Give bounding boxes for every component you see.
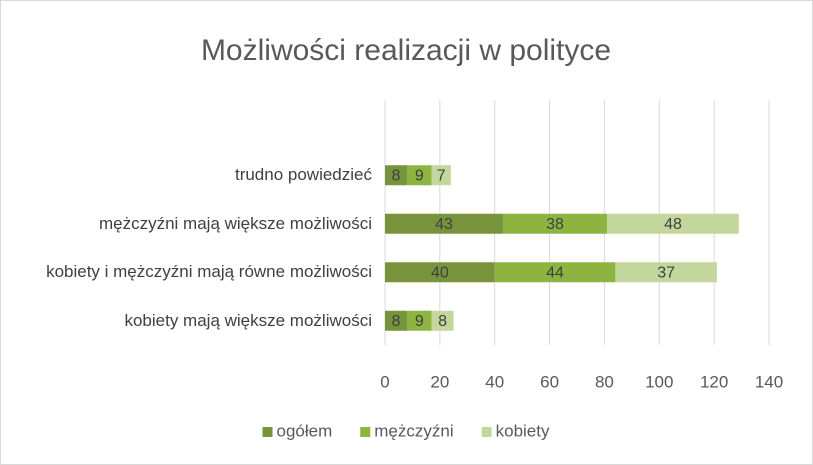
y-tick-label: kobiety mają większe możliwości [22,310,372,332]
x-tick-label: 140 [755,372,783,391]
legend-swatch [360,427,371,437]
bar-segment [406,165,432,186]
data-label: 9 [415,167,424,184]
bar-segment [431,310,454,331]
data-label: 7 [437,167,446,184]
legend-label: kobiety [496,421,550,440]
data-label: 8 [392,167,401,184]
y-tick-label-text: kobiety i mężczyźni mają równe możliwośc… [46,262,372,282]
y-tick-label-text: kobiety mają większe możliwości [124,310,372,330]
data-label: 43 [435,216,453,233]
bar-segment [385,262,495,283]
data-label: 38 [546,216,564,233]
x-tick-label: 20 [430,372,449,391]
data-label: 8 [392,313,401,330]
x-tick-label: 40 [485,372,504,391]
y-tick-label: kobiety i mężczyźni mają równe możliwośc… [22,261,372,283]
data-label: 8 [438,313,447,330]
bar-segment [494,262,616,283]
x-tick-label: 0 [380,372,389,391]
x-tick-label: 120 [700,372,728,391]
y-tick-label-text: trudno powiedzieć [234,165,372,185]
y-tick-label-text: mężczyźni mają większe możliwości [98,213,372,233]
bar-segment [385,165,407,186]
chart-title: Możliwości realizacji w polityce [201,34,611,67]
legend-swatch [262,427,273,437]
x-tick-label: 60 [540,372,559,391]
bar-segment [502,213,608,234]
y-tick-label: mężczyźni mają większe możliwości [22,213,372,235]
data-label: 9 [415,313,424,330]
data-label: 48 [664,216,682,233]
data-label: 44 [546,264,564,281]
bar-segment [615,262,717,283]
legend-label: ogółem [277,421,333,440]
x-tick-label: 100 [645,372,673,391]
bar-segment [385,310,407,331]
legend-swatch [481,427,492,437]
data-label: 37 [657,264,675,281]
data-label: 40 [431,264,449,281]
bar-segment [385,213,503,234]
y-tick-label: trudno powiedzieć [22,164,372,186]
bar-segment [431,165,451,186]
bar-segment [406,310,432,331]
legend-label: mężczyźni [374,421,453,440]
x-tick-label: 80 [595,372,614,391]
bar-segment [607,213,739,234]
